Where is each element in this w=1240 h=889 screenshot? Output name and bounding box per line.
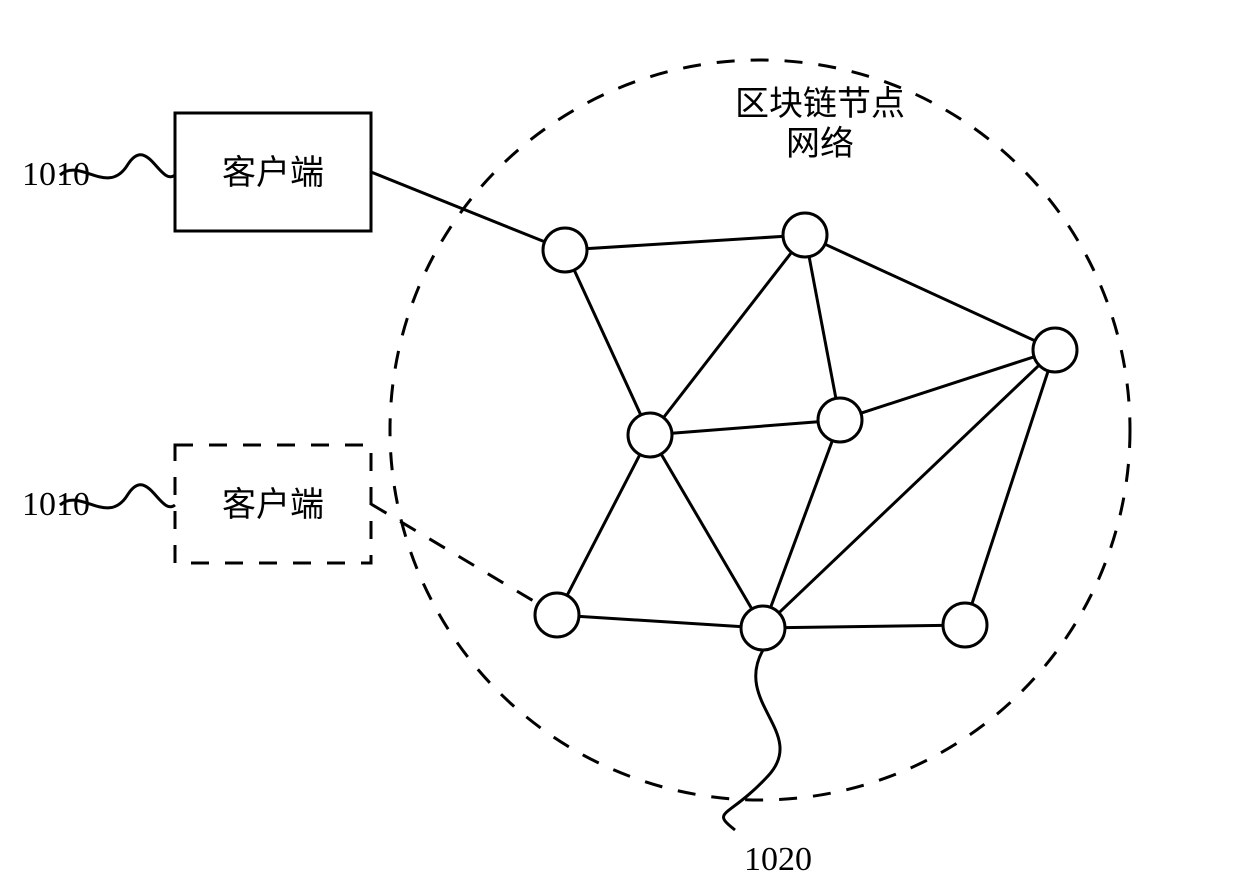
edge-C-D xyxy=(672,422,818,434)
edge-C-G xyxy=(661,454,752,609)
edge-A-C xyxy=(574,270,641,415)
edge-E-H xyxy=(972,371,1048,604)
node-G xyxy=(741,606,785,650)
client-box-label-1: 客户端 xyxy=(222,486,324,524)
ref-label-1010-top: 1010 xyxy=(22,156,90,193)
edge-B-E xyxy=(825,244,1035,341)
edge-C-F xyxy=(567,455,640,596)
network-boundary-circle xyxy=(390,60,1130,800)
client-connector-1 xyxy=(371,504,538,604)
edge-B-C xyxy=(663,252,791,417)
node-A xyxy=(543,228,587,272)
edge-E-G xyxy=(779,365,1039,613)
edge-D-E xyxy=(861,357,1034,413)
edge-A-B xyxy=(587,236,783,248)
ref-label-1020: 1020 xyxy=(744,841,812,878)
client-connector-0 xyxy=(371,172,545,242)
node-B xyxy=(783,213,827,257)
node-D xyxy=(818,398,862,442)
network-title-line2: 网络 xyxy=(786,125,854,163)
node-H xyxy=(943,603,987,647)
ref-label-1010-bottom: 1010 xyxy=(22,486,90,523)
edge-D-G xyxy=(771,441,833,608)
node-E xyxy=(1033,328,1077,372)
edge-G-H xyxy=(785,625,943,627)
network-ref-lead xyxy=(724,650,781,830)
node-C xyxy=(628,413,672,457)
edge-B-D xyxy=(809,257,836,399)
client-box-label-0: 客户端 xyxy=(222,154,324,192)
network-title-line1: 区块链节点 xyxy=(735,85,905,123)
edge-F-G xyxy=(579,616,741,626)
node-F xyxy=(535,593,579,637)
